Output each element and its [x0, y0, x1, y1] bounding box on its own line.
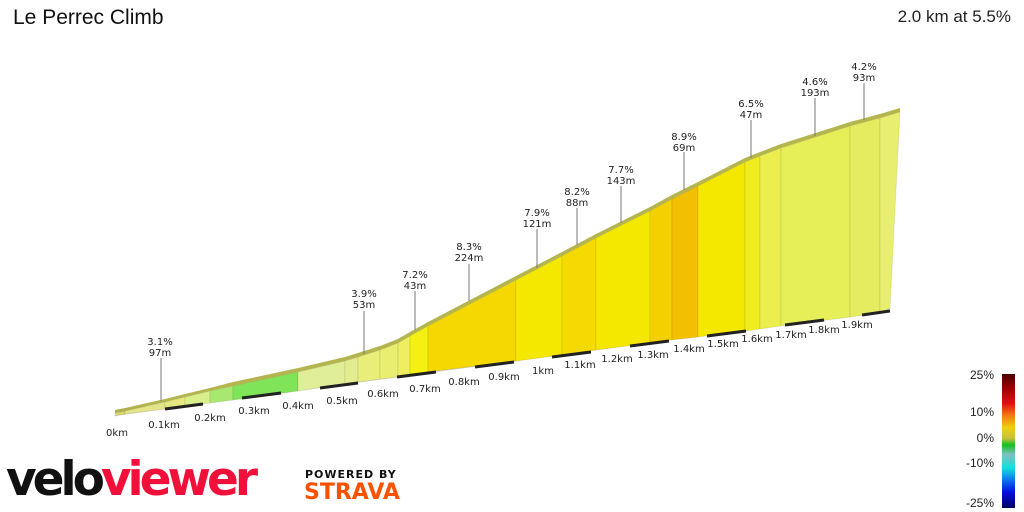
legend-label-max: 25% [969, 368, 994, 382]
segment-length: 43m [404, 281, 426, 292]
x-tick: 1.3km [637, 350, 668, 361]
segment-gradient: 4.2% [851, 62, 876, 73]
x-tick: 1.1km [564, 360, 595, 371]
segment-gradient: 8.9% [671, 132, 696, 143]
segment-labels: 3.1% 97m 3.9% 53m 7.2% 43m 8.3% 224m 7.9… [147, 62, 876, 359]
distance-scale [164, 309, 891, 411]
gradient-legend: 25% 10% 0% -10% -25% [940, 366, 1024, 512]
powered-by-label: POWERED BY [305, 468, 397, 481]
profile-slices [114, 111, 901, 417]
segment-gradient: 7.7% [608, 165, 633, 176]
segment-gradient: 4.6% [802, 77, 827, 88]
segment-length: 224m [455, 253, 484, 264]
segment-length: 121m [523, 219, 552, 230]
segment-gradient: 6.5% [738, 99, 763, 110]
segment-length: 47m [740, 110, 762, 121]
x-tick: 0.7km [409, 384, 440, 395]
strava-logo: STRAVA [304, 480, 400, 505]
climb-title: Le Perrec Climb [13, 6, 164, 29]
segment-length: 97m [149, 348, 171, 359]
x-tick: 0.8km [448, 377, 479, 388]
x-tick: 0.5km [326, 396, 357, 407]
x-tick: 1.2km [601, 354, 632, 365]
segment-gradient: 8.2% [564, 187, 589, 198]
x-axis-labels: 0km 0.1km 0.2km 0.3km 0.4km 0.5km 0.6km … [106, 320, 873, 439]
x-tick: 0.9km [488, 372, 519, 383]
legend-label-0: 0% [976, 431, 994, 445]
segment-gradient: 3.1% [147, 337, 172, 348]
segment-length: 143m [607, 176, 636, 187]
segment-length: 88m [566, 198, 588, 209]
gradient-color-bar [1002, 374, 1015, 508]
veloviewer-logo: veloviewer [6, 452, 258, 508]
x-tick: 1.9km [841, 320, 872, 331]
logo-viewer: viewer [100, 452, 258, 507]
x-tick: 1.8km [808, 325, 839, 336]
x-tick: 1.7km [775, 330, 806, 341]
x-tick: 1km [532, 366, 554, 377]
x-tick: 1.4km [673, 344, 704, 355]
x-tick: 1.5km [707, 339, 738, 350]
legend-label-neg10: -10% [965, 456, 994, 470]
x-tick: 0.6km [367, 389, 398, 400]
x-tick: 0.1km [148, 420, 179, 431]
x-tick: 0.2km [194, 413, 225, 424]
x-tick: 0.4km [282, 401, 313, 412]
logo-velo: velo [6, 452, 105, 507]
segment-gradient: 7.9% [524, 208, 549, 219]
x-tick: 0km [106, 428, 128, 439]
segment-gradient: 8.3% [456, 242, 481, 253]
segment-length: 193m [801, 88, 830, 99]
legend-label-min: -25% [965, 496, 994, 510]
segment-length: 53m [353, 300, 375, 311]
segment-gradient: 3.9% [351, 289, 376, 300]
climb-summary: 2.0 km at 5.5% [897, 7, 1011, 26]
x-tick: 0.3km [238, 406, 269, 417]
segment-leaders [160, 83, 865, 401]
segment-gradient: 7.2% [402, 270, 427, 281]
x-tick: 1.6km [741, 334, 772, 345]
segment-length: 93m [853, 73, 875, 84]
legend-label-10: 10% [969, 405, 994, 419]
segment-length: 69m [673, 143, 695, 154]
